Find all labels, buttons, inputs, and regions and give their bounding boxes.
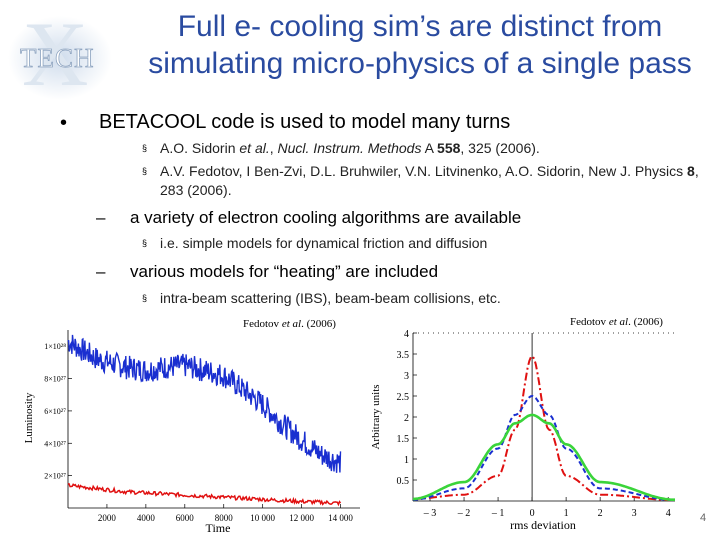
dist-y-tick-label: 1 [404, 455, 409, 466]
logo-x-letter: X [22, 3, 88, 105]
lum-series-blue [67, 334, 342, 473]
sub1-item-marker: § [142, 238, 148, 248]
dist-x-tick-label: 0 [530, 508, 535, 519]
slide-title: Full e- cooling sim’s are distinct from … [120, 8, 720, 82]
luminosity-chart: 2000 4000 6000 8000 10 000 12 000 14 000 1×10²… [23, 330, 360, 535]
ref-2-marker: § [142, 166, 148, 176]
lum-x-tick-label: 6000 [176, 513, 195, 523]
dist-x-tick-label: – 1 [491, 508, 505, 519]
bullet-marker: • [60, 112, 68, 134]
dist-series-green [413, 413, 675, 501]
bullet-text: BETACOOL code is used to model many turn… [99, 111, 511, 133]
dist-x-label: rms deviation [510, 518, 576, 532]
lum-x-tick-label: 2000 [98, 513, 117, 523]
dist-x-tick-label: 4 [666, 508, 671, 519]
dist-y-tick-label: 4 [404, 329, 409, 340]
lum-y-label: Luminosity [23, 392, 35, 443]
sub2-item-marker: § [142, 293, 148, 303]
lum-x-label: Time [206, 521, 231, 535]
lum-x-tick-label: 12 000 [289, 513, 314, 523]
lum-series-red [67, 482, 342, 507]
sub1-marker: – [96, 208, 106, 227]
distribution-chart: – 3 – 2 – 1 0 1 2 3 4 4 3.5 3 2.5 2 1.5 1 0.5 rms devi… [370, 329, 676, 532]
lum-x-tick-label: 10 000 [250, 513, 275, 523]
dist-y-tick-label: 3.5 [397, 350, 410, 361]
lum-y-tick-label: 6×10²⁷ [44, 407, 66, 416]
sub2-text: various models for “heating” are include… [130, 262, 439, 281]
sub2-item-text: intra-beam scattering (IBS), beam-beam c… [160, 290, 501, 306]
lum-y-tick-label: 8×10²⁷ [44, 375, 66, 384]
ref-2: A.V. Fedotov, I Ben-Zvi, D.L. Bruhwiler,… [160, 163, 699, 198]
logo-text: TECH [20, 43, 95, 73]
dist-x-tick-label: 2 [598, 508, 603, 519]
dist-x-tick-label: 3 [632, 508, 637, 519]
sub2-marker: – [96, 262, 106, 281]
title-line-1: Full e- cooling sim’s are distinct from [177, 10, 663, 43]
dist-y-tick-label: 1.5 [397, 434, 410, 445]
sub1-item-text: i.e. simple models for dynamical frictio… [160, 235, 488, 251]
ref-1-marker: § [142, 143, 148, 153]
dist-x-tick-label: – 2 [457, 508, 471, 519]
lum-x-tick-label: 8000 [215, 513, 234, 523]
dist-y-tick-label: 2.5 [397, 392, 410, 403]
citation-left: Fedotov et al. (2006) [243, 318, 336, 330]
lum-y-tick-label: 1×10²⁸ [44, 342, 66, 351]
lum-y-tick-label: 4×10²⁷ [44, 439, 66, 448]
dist-series-blue-dashed [413, 394, 676, 502]
dist-x-tick-label: 1 [564, 508, 569, 519]
lum-x-tick-label: 14 000 [328, 513, 353, 523]
dist-y-tick-label: 3 [404, 371, 409, 382]
xtech-logo: X TECH [8, 3, 112, 105]
title-line-2: simulating micro-physics of a single pas… [148, 47, 692, 80]
sub1-text: a variety of electron cooling algorithms… [130, 208, 522, 227]
lum-y-tick-label: 2×10²⁷ [44, 472, 66, 481]
lum-x-tick-label: 4000 [137, 513, 156, 523]
dist-y-tick-label: 0.5 [397, 476, 410, 487]
dist-series-red-dashdot [413, 354, 675, 502]
ref-1: A.O. Sidorin et al., Nucl. Instrum. Meth… [160, 140, 540, 156]
dist-x-tick-label: – 3 [423, 508, 437, 519]
citation-right: Fedotov et al. (2006) [570, 316, 663, 328]
dist-y-tick-label: 2 [404, 413, 409, 424]
page-number: 4 [700, 512, 707, 524]
dist-y-label: Arbitrary units [370, 384, 382, 449]
